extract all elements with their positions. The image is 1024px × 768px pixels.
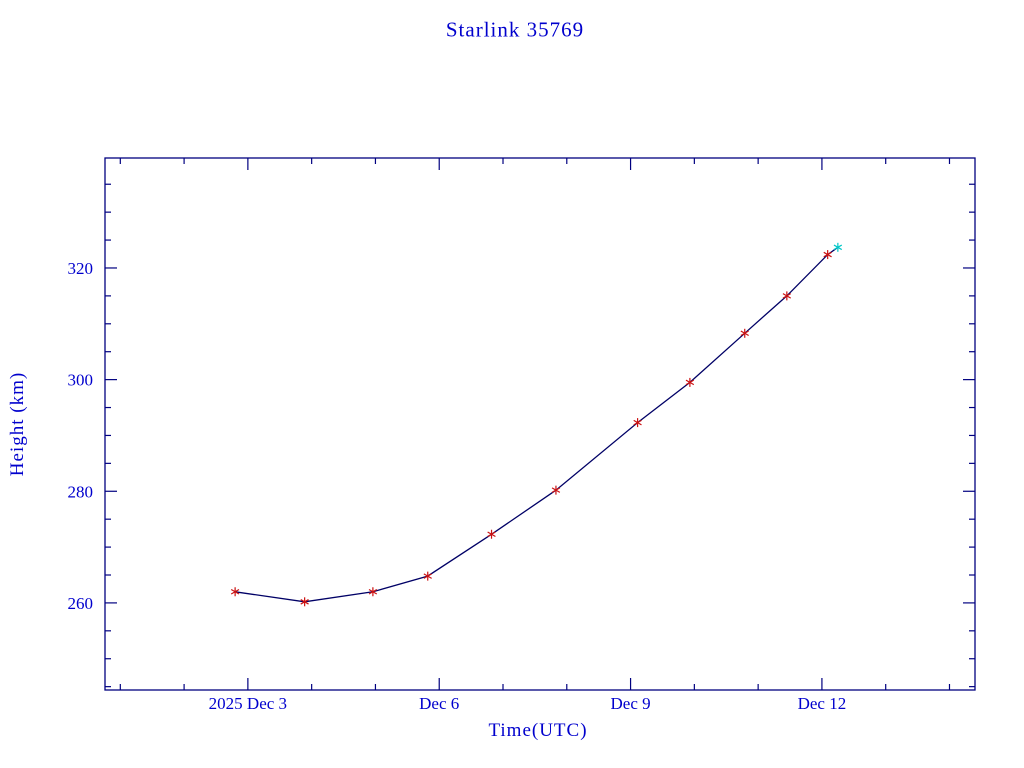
data-point-marker (782, 293, 792, 299)
data-point-marker (368, 588, 378, 595)
y-tick-label: 260 (68, 594, 94, 613)
data-point-marker (487, 531, 496, 538)
y-tick-label: 300 (68, 371, 94, 390)
data-point-marker (423, 573, 432, 579)
data-point-marker (551, 487, 561, 493)
chart-title: Starlink 35769 (445, 17, 585, 42)
latest-point-marker (833, 244, 843, 251)
data-point-marker (633, 419, 642, 426)
data-line (235, 246, 839, 603)
data-point-marker (740, 330, 749, 337)
y-tick-label: 280 (68, 482, 94, 501)
data-point-marker (823, 251, 832, 258)
data-point-marker (230, 588, 240, 595)
x-tick-label: Dec 6 (419, 694, 459, 713)
plot-frame (104, 157, 976, 691)
x-tick-label: 2025 Dec 3 (209, 694, 287, 713)
x-axis-label: Time(UTC) (488, 720, 588, 741)
y-tick-label: 320 (68, 259, 94, 278)
data-point-marker (685, 379, 695, 386)
x-tick-label: Dec 12 (798, 694, 847, 713)
x-tick-label: Dec 9 (611, 694, 651, 713)
data-point-marker (300, 599, 309, 605)
